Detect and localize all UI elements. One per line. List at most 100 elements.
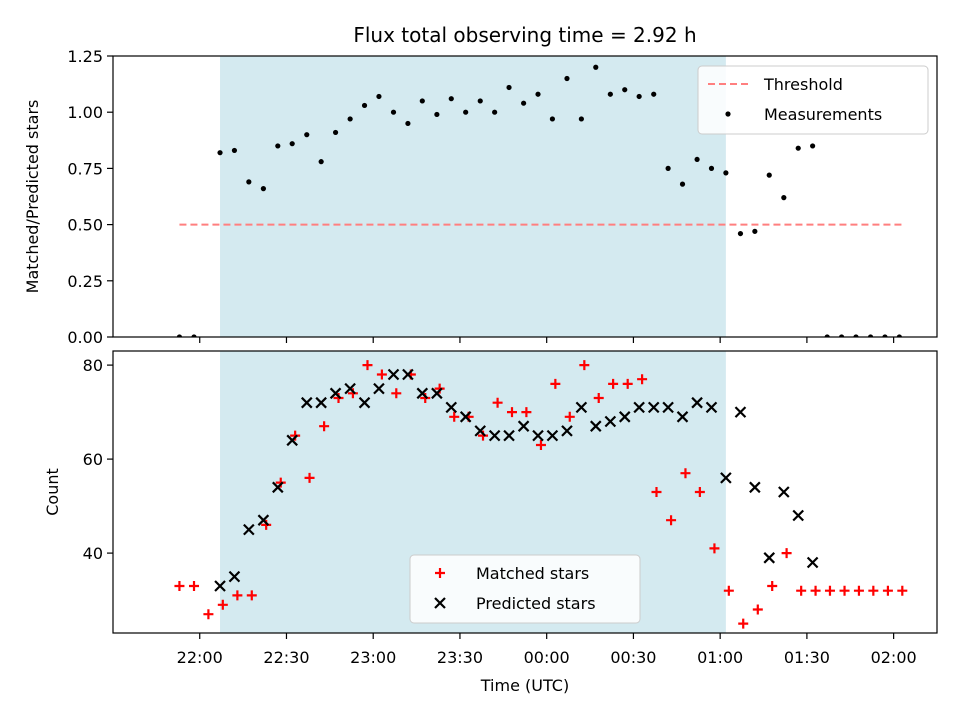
predicted-star-marker (445, 401, 458, 414)
predicted-star-marker (503, 429, 515, 442)
data-point (246, 179, 252, 185)
data-point (289, 141, 295, 147)
data-point (622, 87, 628, 93)
predicted-star-marker (532, 429, 544, 442)
data-point (651, 91, 657, 97)
data-point (275, 143, 281, 149)
predicted-star-marker (329, 387, 342, 400)
data-point (376, 93, 382, 100)
matched-star-marker (593, 393, 604, 403)
matched-star-marker (622, 378, 633, 389)
data-point (448, 96, 454, 102)
chart-title: Flux total observing time = 2.92 h (353, 23, 696, 47)
data-point (607, 91, 613, 97)
data-point (191, 334, 197, 337)
data-point (679, 181, 686, 187)
y-tick-label: 0.25 (67, 272, 103, 291)
y-tick-label: 0.75 (67, 159, 103, 178)
matched-star-marker (232, 590, 243, 601)
data-point (708, 165, 715, 171)
data-point (419, 98, 425, 104)
matched-star-marker (521, 407, 532, 418)
y-axis-label: Count (43, 468, 62, 516)
data-point (694, 156, 700, 163)
y-axis-label: Matched/Predicted stars (23, 100, 42, 294)
data-point (521, 100, 527, 106)
data-point (882, 334, 888, 337)
matched-star-marker (694, 487, 705, 497)
x-tick-label: 00:30 (610, 648, 656, 667)
predicted-star-marker (272, 481, 284, 494)
matched-star-marker (290, 430, 301, 441)
legend-label: Matched stars (476, 564, 589, 583)
matched-star-marker (839, 585, 850, 596)
predicted-star-marker (618, 411, 631, 423)
data-point (176, 334, 183, 337)
matched-star-marker (810, 585, 821, 596)
series-matched-stars (174, 360, 908, 629)
data-point (781, 195, 787, 201)
matched-star-marker (666, 515, 677, 526)
matched-star-marker (246, 590, 257, 601)
predicted-star-marker (344, 382, 356, 395)
observing-window-band (220, 56, 726, 337)
data-point (434, 111, 440, 118)
matched-star-marker (738, 618, 749, 629)
predicted-star-marker (546, 429, 559, 442)
predicted-star-marker (589, 420, 602, 432)
predicted-star-marker (373, 382, 385, 395)
predicted-star-marker (604, 415, 617, 428)
matched-star-marker (319, 421, 330, 432)
x-tick-label: 02:00 (871, 648, 917, 667)
matched-star-marker (709, 543, 720, 554)
matched-star-marker (882, 585, 893, 596)
predicted-star-marker (459, 411, 472, 423)
legend-label: Threshold (763, 75, 843, 94)
x-tick-label: 22:00 (177, 648, 223, 667)
x-tick-label: 23:30 (437, 648, 483, 667)
data-point (737, 230, 744, 237)
legend-box (697, 65, 929, 135)
predicted-star-marker (778, 486, 790, 498)
data-point (810, 143, 816, 149)
data-point (766, 172, 772, 178)
x-axis-label: Time (UTC) (480, 676, 569, 695)
data-point (752, 228, 758, 234)
data-point (838, 334, 845, 337)
data-point (390, 109, 397, 115)
predicted-star-marker (676, 411, 689, 423)
matched-star-marker (723, 585, 734, 596)
predicted-star-marker (387, 368, 400, 381)
data-point (593, 64, 599, 70)
data-point (304, 132, 310, 138)
data-point (549, 116, 556, 122)
legend-marker (434, 597, 446, 609)
data-point (824, 334, 830, 337)
data-point (361, 102, 368, 109)
matched-star-marker (275, 477, 286, 488)
predicted-star-marker (402, 368, 414, 381)
y-tick-label: 0.50 (67, 216, 103, 235)
predicted-star-marker (575, 401, 588, 414)
count-panel: 40 60 80 22:00 22:30 23:00 23:30 00:00 00:30 01:0… (43, 350, 938, 667)
data-point (896, 334, 902, 337)
series-measurements (176, 64, 902, 337)
matched-star-marker (492, 397, 503, 408)
data-point (578, 116, 584, 122)
legend-label: Measurements (764, 105, 882, 124)
predicted-star-marker (561, 425, 573, 437)
ratio-panel: 0.00 0.25 0.50 0.75 1.00 1.25 Matched/Predicte… (23, 47, 938, 347)
matched-star-marker (362, 360, 373, 371)
predicted-star-marker (243, 523, 255, 536)
matched-star-marker (376, 369, 387, 380)
matched-star-marker (853, 585, 864, 596)
data-point (795, 145, 801, 151)
y-tick-label: 1.00 (67, 103, 103, 122)
matched-star-marker (506, 407, 517, 418)
plot-frame (112, 350, 938, 634)
y-tick-label: 60 (83, 450, 103, 469)
matched-star-marker (550, 378, 561, 389)
matched-star-marker (608, 378, 619, 389)
matched-star-marker (868, 585, 879, 596)
y-tick-label: 40 (83, 544, 103, 563)
